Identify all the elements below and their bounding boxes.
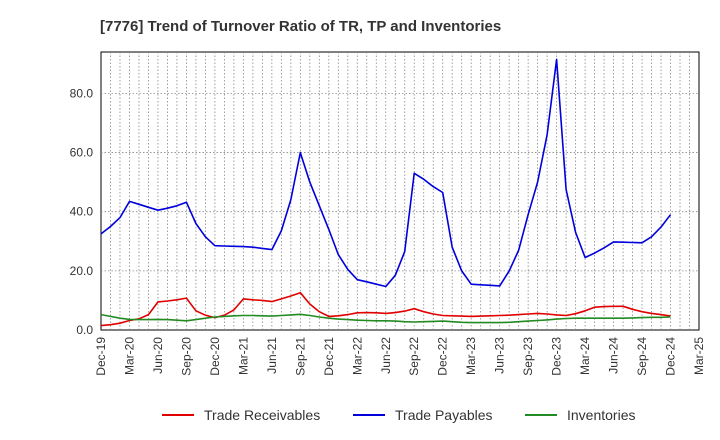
x-tick-label: Dec-23 [550, 337, 564, 376]
legend: Trade Receivables Trade Payables Inventori… [162, 407, 635, 423]
x-tick-label: Mar-24 [578, 337, 592, 375]
x-tick-label: Mar-22 [350, 337, 364, 375]
x-tick-label: Jun-24 [607, 337, 621, 374]
x-tick-label: Sep-24 [635, 337, 649, 376]
y-tick-label: 0.0 [76, 323, 93, 337]
x-tick-label: Sep-23 [521, 337, 535, 376]
x-tick-label: Dec-19 [94, 337, 108, 376]
series-line-inventories [100, 313, 671, 324]
series-line-trade-payables [100, 58, 672, 288]
x-tick-label: Jun-20 [151, 337, 165, 374]
x-tick-label: Jun-21 [265, 337, 279, 374]
x-axis-ticks: Dec-19 Mar-20 Jun-20 Sep-20 Dec-20 Mar-21 Jun-… [94, 337, 706, 376]
chart-title: [7776] Trend of Turnover Ratio of TR, TP… [100, 18, 501, 35]
legend-label-trade-payables: Trade Payables [395, 407, 493, 423]
y-tick-label: 40.0 [70, 205, 94, 219]
series-line-trade-receivables [100, 291, 671, 327]
grid [101, 52, 699, 330]
y-axis-ticks: 0.0 20.0 40.0 60.0 80.0 [70, 86, 94, 337]
x-tick-label: Sep-22 [407, 337, 421, 376]
x-tick-label: Mar-25 [692, 337, 706, 375]
legend-label-inventories: Inventories [567, 407, 635, 423]
x-tick-label: Mar-20 [122, 337, 136, 375]
plot-area [100, 51, 700, 331]
series-lines [100, 58, 672, 327]
x-tick-label: Dec-21 [322, 337, 336, 376]
y-tick-label: 60.0 [70, 146, 94, 160]
x-tick-label: Dec-22 [436, 337, 450, 376]
x-tick-label: Jun-23 [493, 337, 507, 374]
x-tick-label: Sep-21 [293, 337, 307, 376]
x-tick-label: Jun-22 [379, 337, 393, 374]
legend-label-trade-receivables: Trade Receivables [204, 407, 320, 423]
x-tick-label: Mar-21 [236, 337, 250, 375]
y-tick-label: 80.0 [70, 86, 94, 100]
y-tick-label: 20.0 [70, 264, 94, 278]
x-tick-label: Dec-24 [664, 337, 678, 376]
x-tick-label: Mar-23 [464, 337, 478, 375]
x-tick-label: Dec-20 [208, 337, 222, 376]
x-tick-label: Sep-20 [179, 337, 193, 376]
